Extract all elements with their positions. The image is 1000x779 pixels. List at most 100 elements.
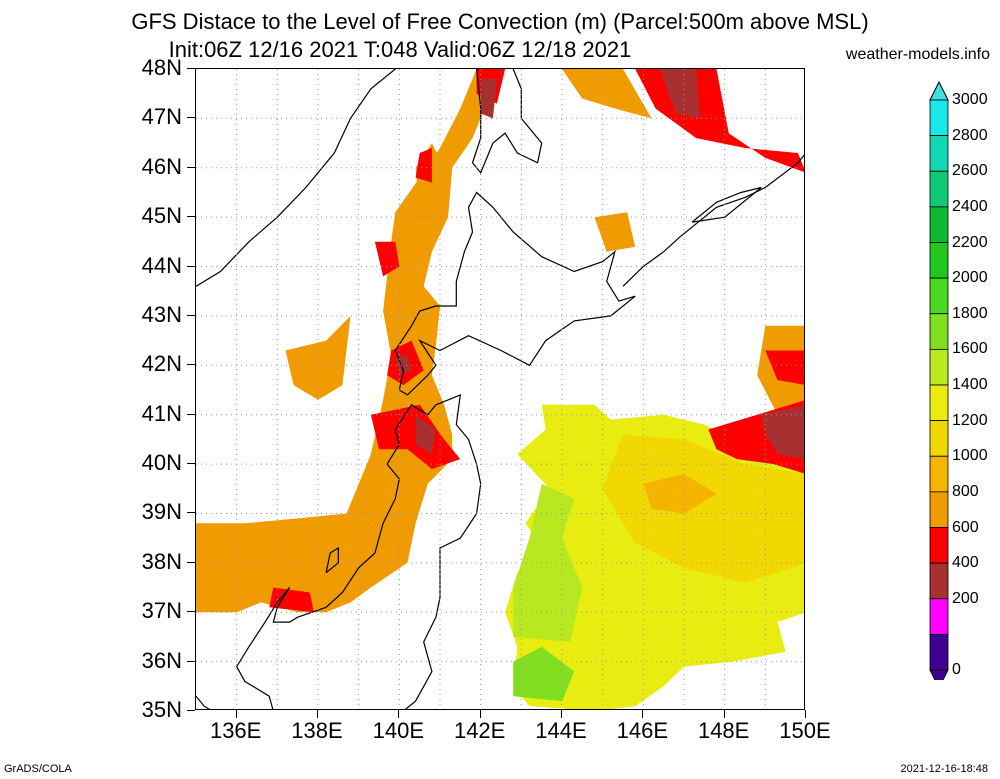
site-credit: weather-models.info: [845, 46, 990, 63]
colorbar-label: 2600: [952, 162, 988, 180]
longitude-tick: [723, 710, 725, 718]
latitude-tick: [187, 413, 195, 415]
latitude-label: 46N: [141, 153, 182, 179]
longitude-label: 138E: [291, 718, 343, 743]
footer-software: GrADS/COLA: [4, 763, 72, 775]
field-region: [594, 212, 636, 252]
longitude-tick: [398, 710, 400, 718]
field-region: [765, 350, 804, 385]
latitude-label: 35N: [141, 697, 182, 722]
field-region: [643, 474, 717, 514]
latitude-tick: [187, 166, 195, 168]
longitude-tick: [479, 710, 481, 718]
footer-timestamp: 2021-12-16-18:48: [900, 763, 988, 775]
colorbar-label: 1600: [952, 340, 988, 358]
coastline: [325, 546, 339, 574]
longitude-label: 146E: [616, 718, 669, 743]
chart-title: GFS Distace to the Level of Free Convect…: [131, 9, 869, 34]
colorbar-label: 400: [952, 554, 979, 572]
colorbar-label: 0: [952, 661, 961, 678]
colorbar-segment: [929, 313, 949, 350]
longitude-tick: [317, 710, 318, 718]
latitude-tick: [187, 68, 195, 69]
map-canvas: [196, 69, 804, 709]
field-region: [480, 78, 497, 119]
chart-subtitle: Init:06Z 12/16 2021 T:048 Valid:06Z 12/1…: [168, 37, 632, 62]
longitude-tick: [235, 710, 237, 718]
coastline: [691, 186, 762, 223]
colorbar-label: 600: [952, 518, 979, 536]
latitude-label: 43N: [141, 301, 182, 327]
field-region: [602, 434, 804, 583]
latitude-tick: [187, 364, 195, 366]
field-region: [415, 414, 436, 455]
field-region: [285, 315, 351, 400]
colorbar-label: 200: [952, 589, 979, 607]
latitude-label: 42N: [141, 351, 182, 377]
longitude-label: 136E: [209, 718, 262, 743]
latitude-label: 38N: [141, 548, 182, 574]
coastline: [196, 69, 396, 287]
colorbar-label: 2000: [952, 269, 988, 287]
colorbar-segment: [929, 99, 949, 137]
colorbar-segment: [929, 491, 949, 528]
colorbar-label: 2800: [952, 126, 988, 144]
latitude-label: 39N: [141, 499, 182, 525]
colorbar-segment: [929, 135, 949, 172]
field-region: [513, 483, 583, 642]
latitude-tick: [187, 561, 195, 563]
longitude-tick: [561, 710, 562, 718]
latitude-label: 37N: [141, 598, 182, 624]
latitude-tick: [187, 611, 195, 613]
colorbar-segment: [929, 242, 949, 279]
colorbar-top-arrow: [929, 80, 949, 101]
colorbar-label: 2200: [952, 233, 988, 251]
latitude-tick: [187, 216, 195, 218]
longitude-tick: [642, 710, 644, 718]
field-region: [269, 587, 314, 613]
latitude-tick: [187, 265, 195, 267]
field-region: [374, 241, 400, 277]
colorbar-segment: [929, 455, 949, 493]
longitude-label: 142E: [453, 718, 506, 743]
latitude-tick: [187, 710, 195, 711]
colorbar-label: 1000: [952, 447, 988, 465]
latitude-label: 47N: [141, 104, 182, 130]
latitude-label: 44N: [141, 252, 182, 278]
colorbar-segment: [929, 170, 949, 208]
colorbar-label: 1800: [952, 304, 988, 322]
colorbar-segment: [929, 348, 949, 386]
latitude-label: 40N: [141, 450, 182, 476]
latitude-tick: [187, 660, 195, 662]
map-frame: [195, 68, 805, 710]
coastline: [394, 191, 636, 396]
coastline: [196, 695, 211, 709]
colorbar-label: 2400: [952, 197, 988, 215]
field-region: [635, 69, 804, 172]
longitude-label: 144E: [535, 718, 587, 743]
coastline: [622, 154, 804, 287]
colorbar-label: 1200: [952, 411, 988, 429]
field-region: [562, 69, 652, 119]
field-region: [370, 404, 461, 469]
latitude-label: 36N: [141, 647, 182, 673]
longitude-tick: [805, 710, 806, 718]
longitude-label: 148E: [697, 718, 750, 743]
field-region: [513, 646, 575, 702]
colorbar-segment: [929, 277, 949, 315]
latitude-label: 41N: [141, 400, 182, 426]
colorbar-segment: [929, 562, 949, 600]
colorbar-segment: [929, 598, 949, 635]
colorbar-label: 1400: [952, 376, 988, 393]
field-region: [761, 405, 804, 459]
colorbar-segment: [929, 420, 949, 457]
longitude-label: 150E: [779, 718, 831, 743]
longitude-label: 140E: [372, 718, 425, 743]
field-region: [659, 69, 701, 119]
colorbar-segment: [929, 384, 949, 422]
colorbar-label: 800: [952, 482, 979, 500]
colorbar-segment: [929, 527, 949, 564]
latitude-label: 45N: [141, 203, 182, 229]
latitude-label: 48N: [141, 55, 182, 80]
colorbar: [929, 80, 949, 680]
